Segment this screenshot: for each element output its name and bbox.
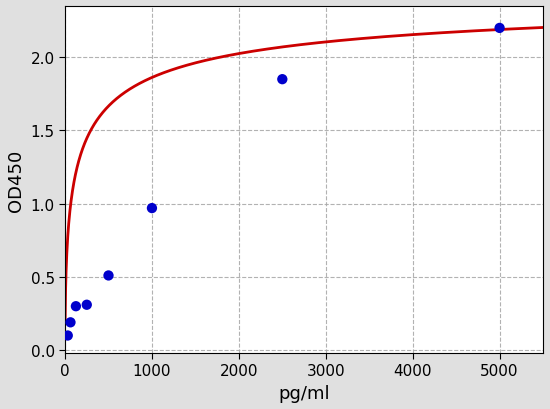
Point	[147, 205, 156, 212]
Point	[63, 333, 72, 339]
Point	[66, 319, 75, 326]
X-axis label: pg/ml: pg/ml	[278, 384, 330, 402]
Point	[278, 77, 287, 83]
Y-axis label: OD450: OD450	[7, 149, 25, 211]
Point	[72, 303, 80, 310]
Point	[495, 26, 504, 32]
Point	[82, 302, 91, 308]
Point	[104, 272, 113, 279]
